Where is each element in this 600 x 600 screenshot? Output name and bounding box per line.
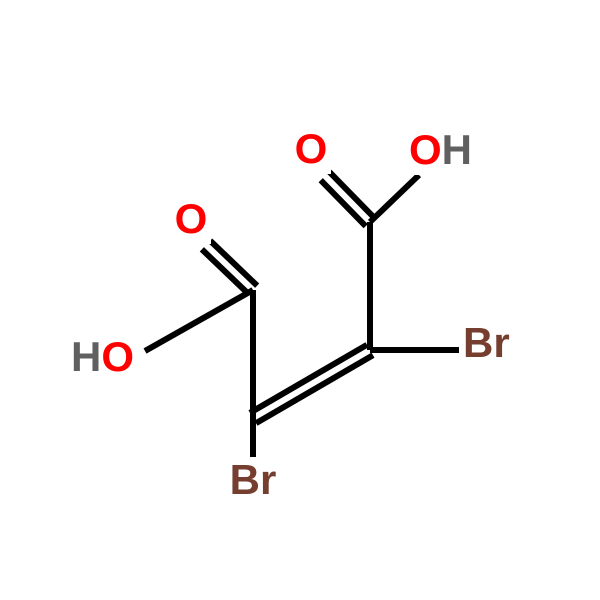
atom-O1: O bbox=[295, 125, 328, 172]
atom-Br2: Br bbox=[230, 456, 277, 503]
atom-O4-HO: HO bbox=[71, 333, 134, 380]
diagram-background bbox=[0, 0, 600, 600]
atom-O3: O bbox=[175, 195, 208, 242]
atom-Br1: Br bbox=[463, 319, 510, 366]
molecule-diagram: O OH O HO Br Br bbox=[0, 0, 600, 600]
atom-O2-OH: OH bbox=[409, 126, 472, 173]
